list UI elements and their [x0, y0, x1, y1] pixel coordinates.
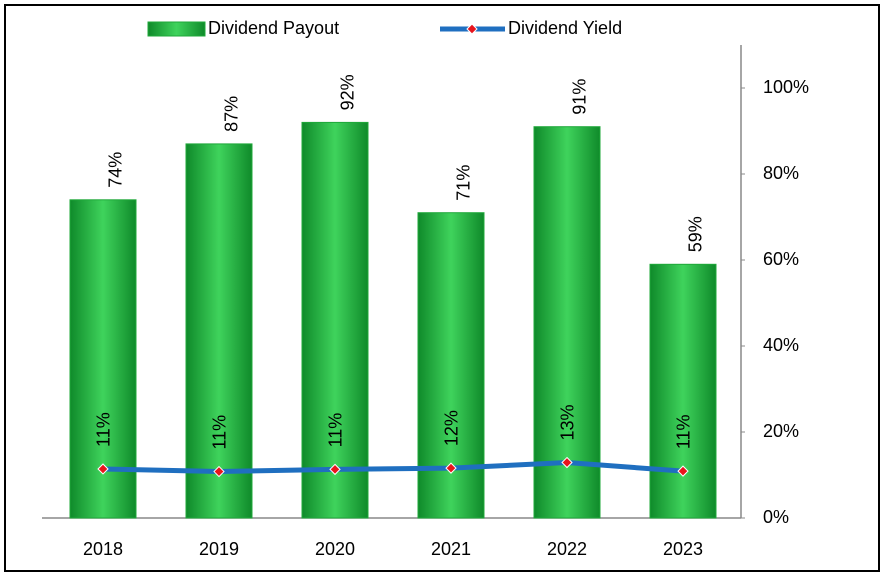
bar-value-label: 59%	[686, 216, 706, 252]
bar	[185, 143, 253, 519]
x-tick-label: 2022	[547, 539, 587, 559]
legend-label: Dividend Yield	[508, 18, 622, 38]
y-tick-label: 0%	[763, 507, 789, 527]
bar-value-label: 74%	[106, 152, 126, 188]
bar	[301, 121, 369, 519]
marker	[97, 463, 109, 475]
y-tick-label: 20%	[763, 421, 799, 441]
legend-label: Dividend Payout	[208, 18, 339, 38]
bar-value-label: 91%	[570, 79, 590, 115]
bar-value-label: 71%	[454, 165, 474, 201]
marker	[329, 463, 341, 476]
line	[102, 460, 684, 475]
line-value-label: 12%	[442, 410, 462, 446]
marker	[445, 462, 457, 474]
y-tick-label: 100%	[763, 77, 809, 97]
marker	[677, 465, 689, 477]
marker	[213, 465, 225, 478]
x-tick-label: 2020	[315, 539, 355, 559]
line-value-label: 11%	[94, 412, 114, 447]
x-tick-label: 2023	[663, 539, 703, 559]
bar-value-label: 92%	[338, 74, 358, 110]
bar-value-label: 87%	[222, 96, 242, 132]
x-tick-label: 2021	[431, 539, 471, 559]
line-value-label: 11%	[326, 413, 346, 448]
marker	[561, 456, 573, 469]
line-value-label: 11%	[210, 415, 230, 450]
line-value-label: 13%	[558, 404, 578, 440]
x-tick-label: 2018	[83, 539, 123, 559]
legend-swatch	[147, 21, 206, 37]
bar	[649, 263, 717, 519]
x-tick-label: 2019	[199, 539, 239, 559]
y-tick-label: 80%	[763, 163, 799, 183]
y-tick-label: 60%	[763, 249, 799, 269]
bar	[533, 126, 601, 519]
line-value-label: 11%	[674, 414, 694, 449]
legend-marker	[466, 23, 478, 35]
y-tick-label: 40%	[763, 335, 799, 355]
